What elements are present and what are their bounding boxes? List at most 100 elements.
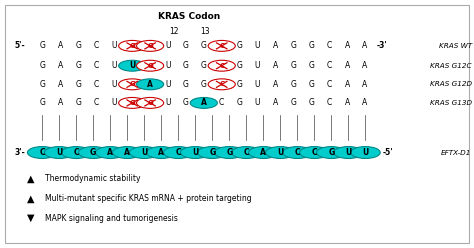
Ellipse shape	[164, 147, 193, 158]
Text: U: U	[129, 61, 135, 70]
Text: G: G	[147, 43, 153, 49]
Text: U: U	[111, 41, 117, 50]
Text: G: G	[226, 148, 232, 157]
Text: C: C	[219, 63, 224, 69]
Text: EFTX-D1: EFTX-D1	[441, 150, 472, 155]
Text: G: G	[147, 100, 153, 106]
Text: G: G	[237, 80, 243, 89]
Text: A: A	[147, 80, 153, 89]
Ellipse shape	[45, 147, 74, 158]
Text: Thermodynamic stability: Thermodynamic stability	[45, 174, 140, 183]
Ellipse shape	[248, 147, 278, 158]
Ellipse shape	[198, 147, 227, 158]
FancyBboxPatch shape	[176, 35, 232, 114]
Text: KRAS G12C: KRAS G12C	[430, 63, 472, 69]
Text: C: C	[219, 98, 224, 107]
Ellipse shape	[300, 147, 329, 158]
Text: G: G	[75, 41, 82, 50]
Text: C: C	[327, 80, 332, 89]
Text: C: C	[311, 148, 317, 157]
Text: A: A	[124, 148, 130, 157]
Text: U: U	[277, 148, 283, 157]
Text: G: G	[75, 98, 82, 107]
Ellipse shape	[137, 60, 164, 71]
Text: G: G	[129, 100, 135, 106]
Text: C: C	[94, 98, 99, 107]
Ellipse shape	[317, 147, 346, 158]
Text: G: G	[40, 80, 46, 89]
Ellipse shape	[79, 147, 108, 158]
Text: A: A	[345, 41, 350, 50]
Ellipse shape	[208, 79, 235, 90]
Ellipse shape	[137, 40, 164, 51]
Text: ▼: ▼	[27, 213, 35, 223]
Text: U: U	[255, 98, 260, 107]
Text: G: G	[291, 80, 296, 89]
Ellipse shape	[137, 79, 164, 90]
Ellipse shape	[265, 147, 295, 158]
Text: U: U	[255, 41, 260, 50]
Text: U: U	[255, 80, 260, 89]
Text: C: C	[73, 148, 79, 157]
Text: G: G	[183, 80, 189, 89]
Text: U: U	[255, 61, 260, 70]
Text: C: C	[94, 61, 99, 70]
Text: KRAS G13D: KRAS G13D	[429, 100, 472, 106]
Ellipse shape	[208, 40, 235, 51]
Text: ▲: ▲	[27, 174, 35, 184]
Text: G: G	[201, 61, 207, 70]
Text: G: G	[201, 80, 207, 89]
Text: Multi-mutant specific KRAS mRNA + protein targeting: Multi-mutant specific KRAS mRNA + protei…	[45, 194, 252, 203]
Ellipse shape	[27, 147, 57, 158]
Text: A: A	[362, 98, 368, 107]
Text: G: G	[308, 41, 314, 50]
Text: C: C	[219, 43, 224, 49]
Ellipse shape	[232, 147, 261, 158]
Text: MAPK signaling and tumorigenesis: MAPK signaling and tumorigenesis	[45, 214, 178, 223]
Text: C: C	[327, 61, 332, 70]
Text: A: A	[107, 148, 113, 157]
Text: G: G	[328, 148, 335, 157]
Text: G: G	[237, 61, 243, 70]
Text: A: A	[345, 98, 350, 107]
Text: C: C	[94, 80, 99, 89]
Text: G: G	[183, 41, 189, 50]
Text: A: A	[362, 41, 368, 50]
Text: C: C	[327, 41, 332, 50]
Ellipse shape	[118, 97, 146, 108]
Text: G: G	[147, 63, 153, 69]
Ellipse shape	[146, 147, 176, 158]
Text: A: A	[58, 80, 63, 89]
Text: A: A	[273, 80, 278, 89]
Text: G: G	[183, 61, 189, 70]
Text: G: G	[129, 43, 135, 49]
Text: A: A	[260, 148, 266, 157]
Text: A: A	[58, 98, 63, 107]
Text: A: A	[345, 61, 350, 70]
Text: G: G	[129, 81, 135, 87]
Ellipse shape	[95, 147, 125, 158]
Text: 12: 12	[170, 27, 179, 35]
Text: 13: 13	[200, 27, 210, 35]
Text: G: G	[308, 98, 314, 107]
Text: A: A	[345, 80, 350, 89]
Ellipse shape	[118, 79, 146, 90]
Text: C: C	[327, 98, 332, 107]
Text: C: C	[244, 148, 249, 157]
Text: A: A	[58, 61, 63, 70]
Text: C: C	[39, 148, 45, 157]
Text: A: A	[158, 148, 164, 157]
Text: A: A	[273, 41, 278, 50]
Text: G: G	[183, 98, 189, 107]
FancyBboxPatch shape	[122, 35, 178, 114]
Text: KRAS WT: KRAS WT	[438, 43, 472, 49]
Ellipse shape	[118, 60, 146, 71]
Text: U: U	[362, 148, 369, 157]
Text: A: A	[273, 61, 278, 70]
Text: G: G	[40, 41, 46, 50]
Text: G: G	[209, 148, 216, 157]
Text: U: U	[111, 80, 117, 89]
Ellipse shape	[215, 147, 244, 158]
Ellipse shape	[129, 147, 159, 158]
Text: KRAS Codon: KRAS Codon	[158, 12, 221, 21]
